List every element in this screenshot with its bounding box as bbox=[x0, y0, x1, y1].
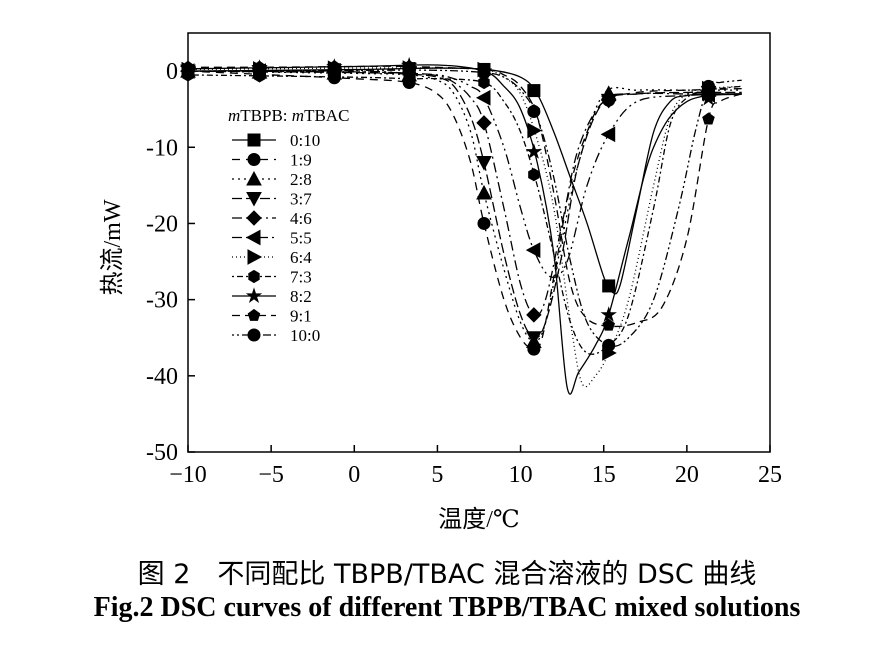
legend-marker bbox=[247, 328, 261, 342]
series-point-3-7 bbox=[526, 331, 542, 346]
tick-labels-layer: −10 −5 0 5 10 15 20 25 0 -10 -20 -30 -40 -50 bbox=[146, 59, 782, 488]
legend-title: mTBPB: mTBAC bbox=[228, 106, 349, 125]
series-point-10-0 bbox=[477, 66, 491, 80]
x-tick-label: 15 bbox=[592, 462, 616, 488]
legend-entry: 9:1 bbox=[290, 307, 312, 326]
series-point-10-0 bbox=[327, 63, 341, 77]
legend-marker bbox=[247, 153, 261, 166]
legend-title-n2: TBAC bbox=[304, 106, 349, 125]
series-line-9-1 bbox=[188, 65, 742, 328]
series-point-10-0 bbox=[701, 79, 715, 93]
x-tick-label: −5 bbox=[258, 462, 284, 488]
series-line-5-5 bbox=[188, 70, 742, 278]
x-tick-label: 0 bbox=[348, 462, 360, 488]
series-point-8-2 bbox=[525, 143, 543, 159]
y-tick-label: 0 bbox=[166, 59, 178, 85]
series-point-2-8 bbox=[476, 184, 492, 200]
x-tick-label: −10 bbox=[169, 462, 207, 488]
y-tick-label: -30 bbox=[146, 288, 178, 314]
series-point-4-6 bbox=[526, 307, 542, 323]
y-tick-label: -40 bbox=[146, 364, 178, 390]
series-point-3-7 bbox=[476, 156, 492, 171]
series-point-4-6 bbox=[476, 115, 492, 131]
legend-marker bbox=[247, 133, 261, 147]
legend-entry: 0:10 bbox=[290, 131, 320, 150]
series-point-6-4 bbox=[527, 122, 542, 139]
series-point-8-2 bbox=[700, 89, 717, 106]
dsc-chart: −10 −5 0 5 10 15 20 25 0 -10 -20 -30 -40 -50 温度/℃ 热流/… bbox=[99, 32, 782, 533]
series-point-5-5 bbox=[475, 89, 491, 106]
series-point-10-0 bbox=[527, 104, 541, 118]
legend-entry: 2:8 bbox=[290, 170, 312, 189]
legend-entry: 1:9 bbox=[290, 151, 312, 170]
legend-marker bbox=[245, 287, 263, 303]
legend-title-n1: TBPB: bbox=[240, 106, 292, 125]
legend-entry: 4:6 bbox=[290, 209, 312, 228]
legend-entry: 3:7 bbox=[290, 190, 312, 209]
legend-marker bbox=[246, 192, 262, 207]
series-point-10-0 bbox=[402, 63, 416, 77]
legend-entry: 7:3 bbox=[290, 268, 312, 287]
y-tick-label: -10 bbox=[146, 135, 178, 161]
x-tick-label: 25 bbox=[758, 462, 782, 488]
series-line-8-2 bbox=[188, 64, 742, 395]
series-point-8-2 bbox=[600, 306, 617, 322]
x-axis-label: 温度/℃ bbox=[438, 506, 520, 533]
series-point-0-10 bbox=[602, 279, 616, 293]
figure-caption-english: Fig.2 DSC curves of different TBPB/TBAC … bbox=[93, 592, 801, 623]
series-point-5-5 bbox=[600, 126, 616, 143]
series-point-9-1 bbox=[602, 318, 615, 331]
legend: mTBPB: mTBAC 0:101:92:83:74:65:56:47:38:… bbox=[228, 106, 349, 345]
legend-entry: 6:4 bbox=[290, 248, 312, 267]
series-line-7-3 bbox=[188, 74, 742, 355]
x-tick-label: 5 bbox=[431, 462, 443, 488]
x-tick-label: 20 bbox=[675, 462, 699, 488]
y-tick-label: -20 bbox=[146, 211, 178, 237]
series-point-10-0 bbox=[253, 64, 267, 78]
plot-frame bbox=[187, 32, 771, 453]
legend-entry: 10:0 bbox=[290, 326, 320, 345]
legend-marker bbox=[247, 308, 261, 321]
series-point-5-5 bbox=[525, 242, 541, 258]
legend-entry: 5:5 bbox=[290, 229, 312, 248]
legend-title-m2: m bbox=[292, 106, 304, 125]
series-point-1-9 bbox=[477, 216, 491, 230]
figure-caption-chinese: 图 2 不同配比 TBPB/TBAC 混合溶液的 DSC 曲线 bbox=[137, 559, 757, 590]
ticks-layer bbox=[187, 70, 771, 453]
series-point-10-0 bbox=[602, 338, 616, 352]
series-point-4-6 bbox=[600, 92, 617, 109]
legend-marker bbox=[245, 229, 261, 246]
markers-layer bbox=[179, 56, 717, 361]
legend-entry: 8:2 bbox=[290, 287, 312, 306]
series-point-9-1 bbox=[702, 112, 715, 125]
series-point-7-3 bbox=[478, 75, 490, 90]
x-tick-label: 10 bbox=[509, 462, 533, 488]
legend-marker bbox=[246, 170, 262, 186]
y-tick-label: -50 bbox=[146, 440, 178, 466]
legend-marker bbox=[247, 249, 263, 265]
series-point-0-10 bbox=[527, 84, 541, 98]
legend-marker bbox=[246, 210, 262, 226]
series-line-10-0 bbox=[188, 69, 742, 347]
series-point-7-3 bbox=[528, 168, 540, 182]
legend-marker bbox=[248, 269, 260, 284]
y-axis-label: 热流/mW bbox=[99, 199, 126, 295]
legend-title-m1: m bbox=[228, 106, 240, 125]
